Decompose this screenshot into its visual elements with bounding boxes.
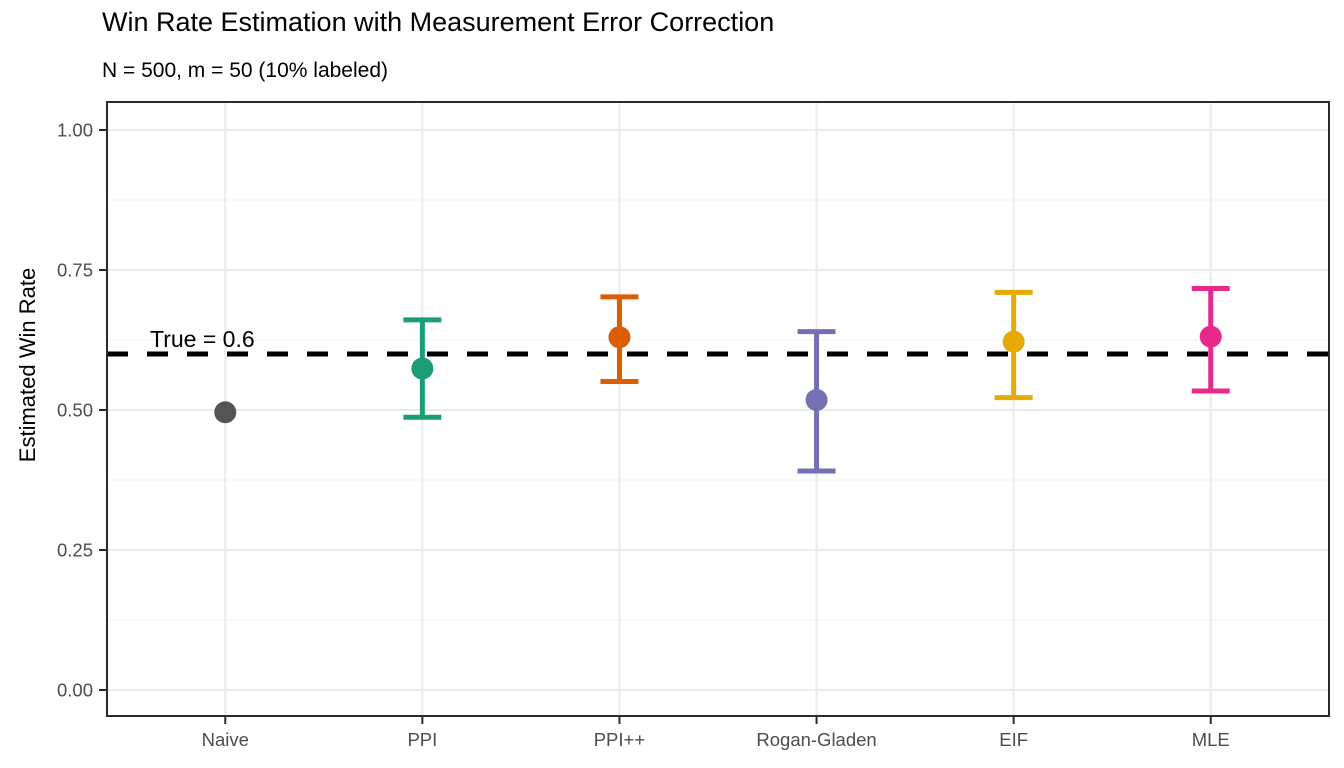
reference-line-label: True = 0.6 xyxy=(150,326,255,352)
y-tick-label: 1.00 xyxy=(57,120,93,141)
y-tick-label: 0.75 xyxy=(57,260,93,281)
point-estimate-ppi xyxy=(608,326,631,349)
y-tick-label: 0.50 xyxy=(57,400,93,421)
y-tick-label: 0.25 xyxy=(57,540,93,561)
point-estimate-rogan-gladen xyxy=(805,388,828,411)
x-tick-label-rogan-gladen: Rogan-Gladen xyxy=(756,729,876,750)
point-estimate-naive xyxy=(214,401,237,424)
chart-title: Win Rate Estimation with Measurement Err… xyxy=(102,7,775,37)
point-estimate-mle xyxy=(1199,325,1222,348)
x-tick-label-mle: MLE xyxy=(1192,729,1230,750)
point-estimate-eif xyxy=(1002,330,1025,353)
x-tick-label-ppi: PPI xyxy=(407,729,437,750)
x-tick-label-naive: Naive xyxy=(202,729,249,750)
point-estimate-ppi xyxy=(411,357,434,380)
x-tick-label-eif: EIF xyxy=(999,729,1028,750)
x-tick-label-ppi: PPI++ xyxy=(594,729,645,750)
y-tick-label: 0.00 xyxy=(57,680,93,701)
chart-subtitle: N = 500, m = 50 (10% labeled) xyxy=(102,59,389,82)
